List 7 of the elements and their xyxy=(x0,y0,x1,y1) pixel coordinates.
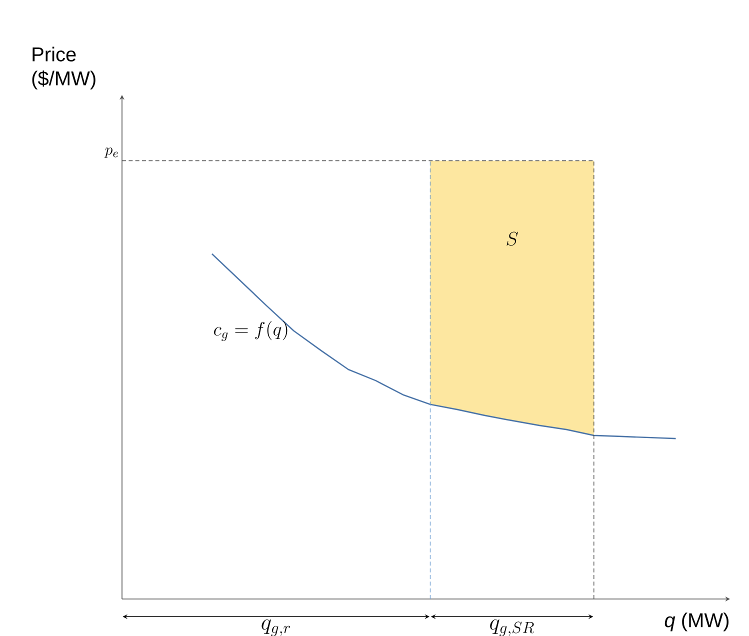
annotation: $c_g = f(q)$ xyxy=(214,320,288,341)
text: $q_{g,r}$ xyxy=(262,619,290,636)
x-axis-title: q (MW) xyxy=(664,612,728,632)
text: Price ($/MW) xyxy=(32,46,96,90)
text: $q_{g,SR}$ xyxy=(490,619,534,636)
text: $S$ xyxy=(506,232,518,246)
ref-line-label: $p_e$ xyxy=(104,148,118,158)
